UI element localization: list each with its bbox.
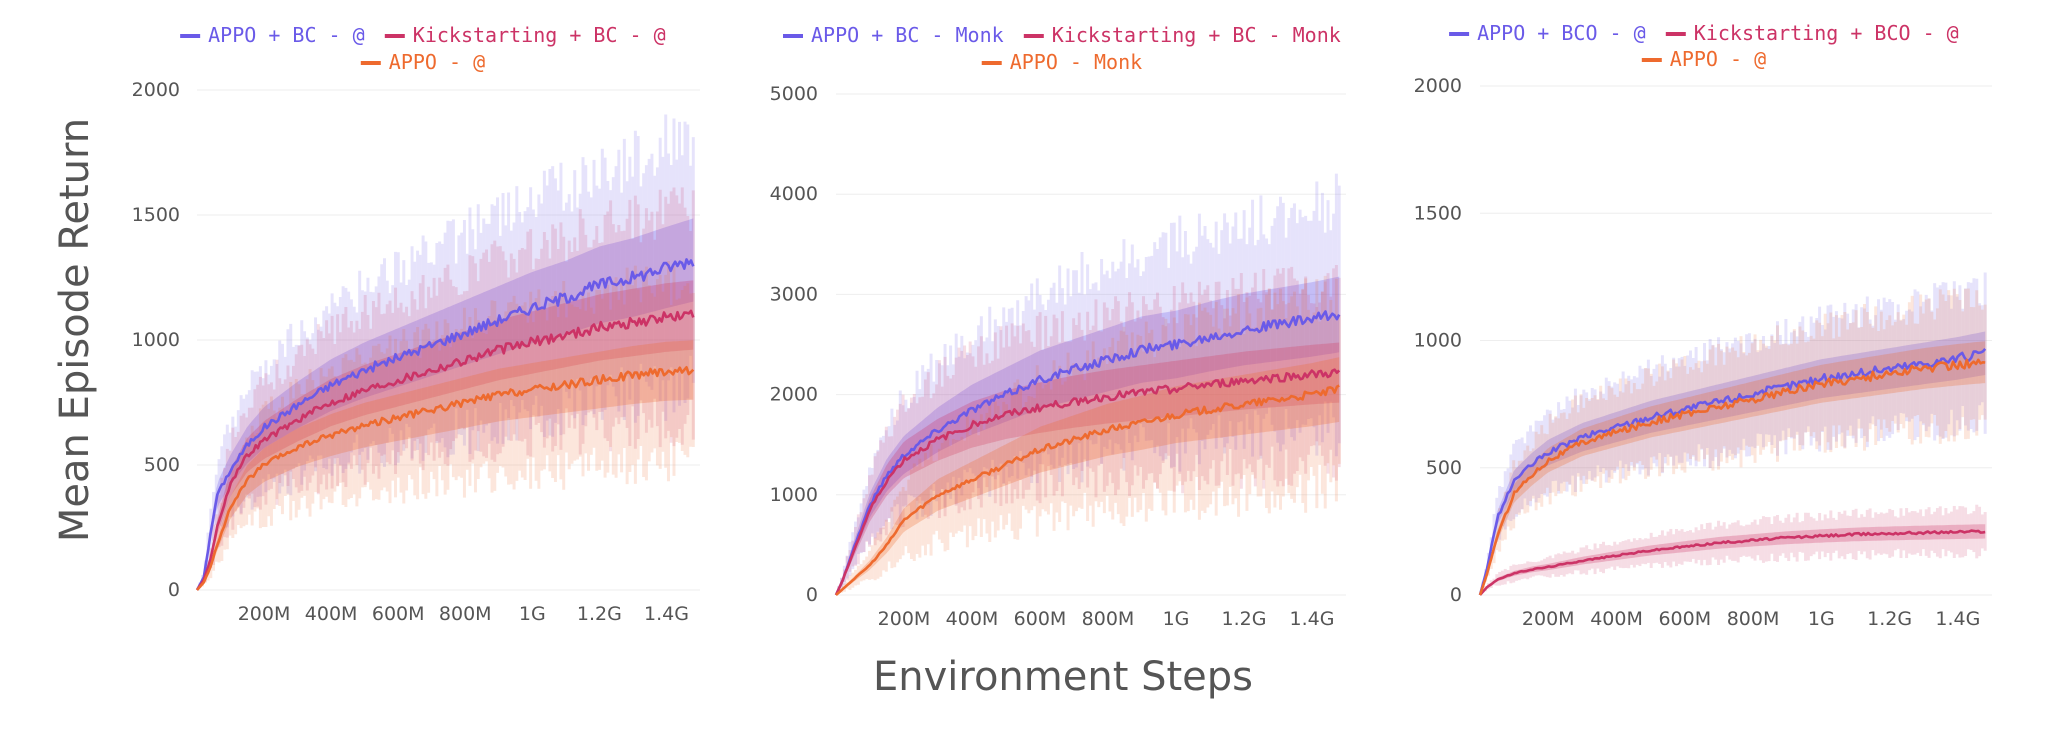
series-inner-band-2	[197, 280, 694, 590]
series-line-1	[1478, 348, 1987, 596]
series-inner-band-2	[836, 342, 1340, 595]
series-line-2	[1479, 529, 1986, 596]
legend-label: APPO + BCO - @	[1477, 21, 1646, 45]
chart-panel-3: 0 500 1000 1500 2000 200M 400M 600M 800M 1G 1.2G 1.…	[1414, 21, 1992, 630]
x-tick-label: 400M	[946, 608, 999, 630]
y-tick-label: 2000	[132, 79, 180, 101]
series-inner-band-3	[836, 357, 1340, 595]
legend-panel-3: APPO + BCO - @ Kickstarting + BCO - @APPO…	[1449, 21, 1959, 71]
series-inner-band-3	[197, 340, 694, 590]
y-tick-label: 0	[168, 579, 180, 601]
y-tick-label: 2000	[770, 384, 818, 406]
y-tick-label: 2000	[1414, 75, 1462, 97]
x-tick-label: 600M	[372, 603, 425, 625]
x-tick-label: 200M	[878, 608, 931, 630]
x-tick-label: 1.4G	[1935, 608, 1980, 630]
legend-label: Kickstarting + BCO - @	[1694, 21, 1959, 45]
legend-label: APPO - Monk	[1010, 50, 1142, 74]
legend-label: Kickstarting + BC - Monk	[1052, 23, 1341, 47]
legend-label: Kickstarting + BC - @	[413, 23, 666, 47]
y-tick-label: 1000	[770, 484, 818, 506]
x-tick-label: 1.2G	[1222, 608, 1267, 630]
y-tick-label: 0	[1450, 584, 1462, 606]
x-tick-label: 1G	[1163, 608, 1190, 630]
series-line-1	[834, 310, 1341, 596]
x-tick-label: 200M	[238, 603, 291, 625]
legend-label: APPO - @	[389, 50, 485, 74]
chart-panel-1: 0 500 1000 1500 2000 200M 400M 600M 800M 1G 1.2G 1.…	[132, 23, 700, 625]
x-tick-label: 1.4G	[644, 603, 689, 625]
series-inner-band-1	[836, 276, 1340, 595]
x-tick-label: 400M	[1590, 608, 1643, 630]
y-tick-label: 4000	[770, 183, 818, 205]
x-tick-label: 200M	[1522, 608, 1575, 630]
y-tick-label: 3000	[770, 283, 818, 305]
y-tick-label: 500	[144, 454, 180, 476]
series-inner-band-1	[1480, 331, 1986, 595]
y-tick-label: 5000	[770, 83, 818, 105]
legend-label: APPO + BC - Monk	[811, 23, 1004, 47]
x-axis-title: Environment Steps	[873, 654, 1253, 700]
series-line-2	[195, 309, 695, 591]
x-tick-label: 800M	[1082, 608, 1135, 630]
series-line-3	[835, 384, 1340, 596]
series-line-3	[1478, 358, 1986, 596]
legend-label: APPO - @	[1670, 47, 1766, 71]
chart-panel-2: 0 1000 2000 3000 4000 5000 200M 400M 600M 800M 1G 1…	[770, 23, 1346, 630]
y-tick-label: 1500	[132, 204, 180, 226]
legend-label: APPO + BC - @	[208, 23, 365, 47]
series-band-1	[837, 173, 1341, 592]
x-tick-label: 800M	[439, 603, 492, 625]
x-tick-label: 1.4G	[1290, 608, 1335, 630]
x-tick-label: 1.2G	[1867, 608, 1912, 630]
legend-panel-1: APPO + BC - @ Kickstarting + BC - @ APPO -…	[180, 23, 666, 74]
series-line-2	[834, 368, 1341, 596]
x-tick-label: 1G	[519, 603, 546, 625]
plots-group: 0 500 1000 1500 2000 200M 400M 600M 800M 1G 1.2G 1.…	[132, 21, 1992, 630]
y-axis-title: Mean Episode Return	[52, 118, 98, 542]
y-tick-label: 1500	[1414, 202, 1462, 224]
legend-panel-2: APPO + BC - Monk Kickstarting + BC - Monk…	[783, 23, 1341, 74]
y-tick-label: 500	[1426, 457, 1462, 479]
y-tick-label: 0	[806, 584, 818, 606]
x-tick-label: 800M	[1727, 608, 1780, 630]
x-tick-label: 1G	[1808, 608, 1835, 630]
y-tick-label: 1000	[132, 329, 180, 351]
series-line-3	[196, 366, 695, 591]
y-tick-label: 1000	[1414, 330, 1462, 352]
x-tick-label: 600M	[1658, 608, 1711, 630]
series-band-2	[1481, 504, 1987, 593]
x-tick-label: 1.2G	[577, 603, 622, 625]
x-tick-label: 400M	[305, 603, 358, 625]
series-inner-band-1	[197, 218, 694, 590]
x-tick-label: 600M	[1014, 608, 1067, 630]
series-line-1	[195, 258, 695, 591]
